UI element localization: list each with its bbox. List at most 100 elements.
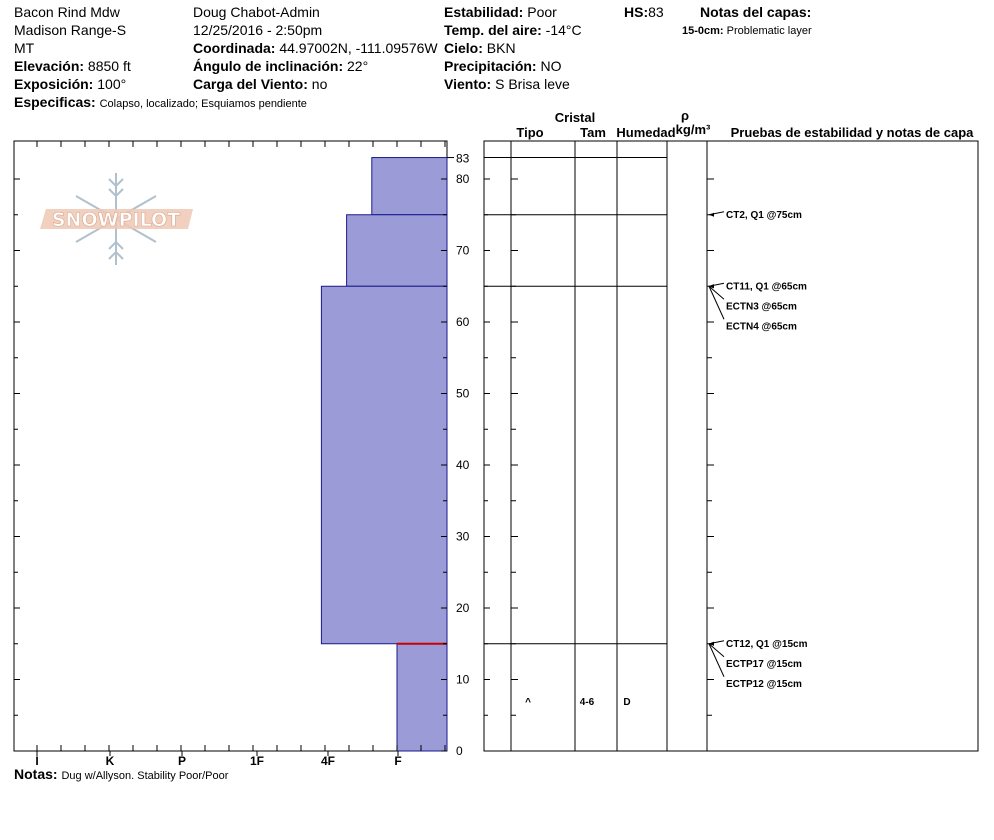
- specifics-value: Colapso, localizado; Esquiamos pendiente: [99, 98, 307, 110]
- wind-load-value: no: [311, 76, 328, 92]
- wind-label: Viento:: [444, 76, 492, 92]
- table-layer-lines: [484, 157, 667, 645]
- stability-row: Estabilidad: Poor: [444, 4, 557, 21]
- wind-load-label: Carga del Viento:: [193, 76, 308, 92]
- col-tam: Tam: [580, 125, 606, 140]
- layer-note-text: Problematic layer: [726, 25, 812, 37]
- depth-tick-label: 0: [456, 744, 463, 758]
- col-rho: ρ: [681, 108, 689, 123]
- air-temp-row: Temp. del aire: -14°C: [444, 22, 582, 39]
- test-pointer-line: [708, 643, 725, 677]
- test-arrowhead: [709, 641, 714, 646]
- wind-load-row: Carga del Viento: no: [193, 76, 327, 93]
- test-pointer-line: [708, 285, 725, 300]
- elevation-row: Elevación: 8850 ft: [14, 58, 131, 75]
- elevation-value: 8850 ft: [87, 58, 131, 74]
- slope-row: Ángulo de inclinación: 22°: [193, 58, 368, 75]
- layer-table-frame: [483, 140, 979, 752]
- depth-top-label: 83: [456, 152, 470, 166]
- observer: Doug Chabot-Admin: [193, 4, 320, 20]
- precip-row: Precipitación: NO: [444, 58, 561, 75]
- layer-note-row: 15-0cm: Problematic layer: [682, 23, 812, 40]
- wind-value: S Brisa leve: [495, 76, 570, 92]
- depth-tick-label: 70: [456, 244, 470, 258]
- stability-test-label: CT2, Q1 @75cm: [726, 210, 802, 221]
- sky-row: Cielo: BKN: [444, 40, 518, 57]
- state: MT: [14, 40, 35, 56]
- aspect-row: Exposición: 100°: [14, 76, 126, 93]
- logo-text: SNOWPILOT: [52, 209, 180, 231]
- layer-details: ^ 4-6 D: [525, 697, 631, 708]
- hs-label: HS:: [624, 4, 649, 20]
- snowpilot-logo: SNOWPILOT: [40, 173, 193, 265]
- stability-label: Estabilidad:: [444, 4, 524, 20]
- hs-row: HS:83: [624, 4, 664, 21]
- col-cristal: Cristal: [555, 110, 595, 125]
- specifics-label: Especificas:: [14, 94, 96, 110]
- stability-test-label: ECTP12 @15cm: [726, 679, 802, 690]
- stability-test-label: ECTP17 @15cm: [726, 659, 802, 670]
- notes-row: Notas: Dug w/Allyson. Stability Poor/Poo…: [14, 766, 228, 785]
- notes-value: Dug w/Allyson. Stability Poor/Poor: [61, 770, 229, 782]
- test-pointer-line: [708, 643, 725, 658]
- hardness-layer-bar: [346, 214, 448, 287]
- depth-tick-label: 10: [456, 673, 470, 687]
- layer-notes-title: Notas del capas:: [700, 4, 812, 20]
- range: Madison Range-S: [14, 22, 127, 38]
- air-temp-label: Temp. del aire:: [444, 22, 542, 38]
- coord-value: 44.97002N, -111.09576W: [279, 40, 438, 56]
- stability-test-label: CT11, Q1 @65cm: [726, 281, 807, 292]
- air-temp-value: -14°C: [545, 22, 582, 38]
- precip-value: NO: [540, 58, 562, 74]
- hardness-tick-label: P: [178, 754, 186, 768]
- depth-tick-label: 40: [456, 458, 470, 472]
- coord-row: Coordinada: 44.97002N, -111.09576W: [193, 40, 438, 57]
- datetime: 12/25/2016 - 2:50pm: [193, 22, 323, 38]
- plot-ticks: [36, 141, 446, 751]
- hs-value: 83: [648, 4, 664, 20]
- hardness-layers: [320, 157, 448, 752]
- moisture: D: [623, 697, 630, 708]
- depth-tick-label: 60: [456, 315, 470, 329]
- stability-tests: CT2, Q1 @75cm CT11, Q1 @65cm ECTN3 @65cm EC…: [708, 210, 808, 690]
- specifics-row: Especificas: Colapso, localizado; Esquia…: [14, 94, 307, 113]
- col-humedad: Humedad: [616, 125, 675, 140]
- table-column-dividers: [510, 141, 708, 751]
- wind-row: Viento: S Brisa leve: [444, 76, 570, 93]
- hardness-tick-label: K: [106, 754, 115, 768]
- hardness-tick-label: F: [394, 754, 401, 768]
- slope-label: Ángulo de inclinación:: [193, 58, 344, 74]
- hardness-layer-bar: [320, 285, 448, 645]
- col-tests: Pruebas de estabilidad y notas de capa: [731, 125, 975, 140]
- aspect-label: Exposición:: [14, 76, 94, 92]
- hardness-tick-label: 4F: [321, 754, 335, 768]
- test-arrowhead: [709, 284, 714, 289]
- stability-test-label: ECTN3 @65cm: [726, 301, 797, 312]
- coord-label: Coordinada:: [193, 40, 276, 56]
- hardness-axis: I K P 1F 4F F: [35, 751, 402, 768]
- grain-size: 4-6: [580, 697, 595, 708]
- depth-tick-label: 50: [456, 387, 470, 401]
- hardness-layer-bar: [396, 643, 448, 752]
- stability-test-label: CT12, Q1 @15cm: [726, 639, 808, 650]
- location: Bacon Rind Mdw: [14, 4, 120, 20]
- layer-note-depth: 15-0cm:: [682, 25, 724, 37]
- precip-label: Precipitación:: [444, 58, 537, 74]
- test-arrowhead: [709, 212, 714, 217]
- hardness-tick-label: 1F: [250, 754, 264, 768]
- col-density-unit: kg/m³: [676, 122, 711, 137]
- depth-tick-label: 80: [456, 172, 470, 186]
- stability-test-label: ECTN4 @65cm: [726, 321, 797, 332]
- sky-label: Cielo:: [444, 40, 483, 56]
- hardness-tick-label: I: [35, 754, 38, 768]
- depth-axis: 0 10 20 30 40 50 60 70 80 83: [14, 152, 714, 758]
- aspect-value: 100°: [97, 76, 127, 92]
- test-pointer-line: [708, 286, 725, 320]
- grain-type-symbol: ^: [525, 697, 531, 708]
- sky-value: BKN: [486, 40, 516, 56]
- depth-tick-label: 30: [456, 530, 470, 544]
- notes-label: Notas:: [14, 766, 58, 782]
- col-tipo: Tipo: [516, 125, 543, 140]
- slope-value: 22°: [347, 58, 369, 74]
- stability-value: Poor: [527, 4, 557, 20]
